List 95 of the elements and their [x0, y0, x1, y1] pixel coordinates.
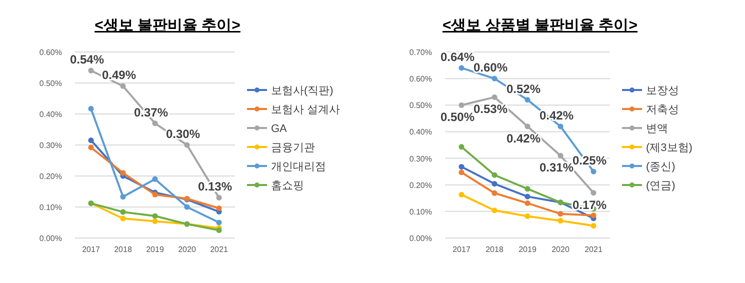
- point: [152, 218, 158, 224]
- legend-label: 보장성: [646, 85, 679, 97]
- point: [152, 120, 158, 126]
- point: [458, 102, 464, 108]
- y-tick-label: 0.60%: [409, 74, 432, 84]
- point: [558, 218, 564, 224]
- point: [492, 94, 498, 100]
- point: [590, 190, 596, 196]
- legend-label: (제3보험): [646, 142, 692, 154]
- point: [152, 176, 158, 182]
- data-label: 0.37%: [134, 105, 168, 120]
- point: [590, 168, 596, 174]
- point: [184, 142, 190, 148]
- data-label: 0.30%: [166, 127, 200, 141]
- point: [492, 76, 498, 82]
- point: [492, 172, 498, 178]
- legend-label: 홈쇼핑: [271, 180, 304, 192]
- point: [524, 97, 530, 103]
- point: [120, 209, 126, 215]
- point: [558, 152, 564, 158]
- point: [88, 106, 94, 112]
- legend-label: (연금): [646, 180, 676, 192]
- y-tick-label: 0.40%: [39, 110, 62, 119]
- data-label: 0.60%: [473, 60, 508, 75]
- point: [524, 186, 530, 192]
- data-label: 0.49%: [102, 68, 136, 82]
- chart-title: <생보 상품별 불판비율 추이>: [442, 17, 638, 34]
- point: [590, 222, 596, 229]
- x-tick-label: 2017: [82, 245, 100, 254]
- x-tick-label: 2018: [486, 245, 504, 254]
- y-tick-label: 0.40%: [409, 128, 432, 137]
- legend-label: 저축성: [646, 104, 679, 116]
- point: [120, 194, 126, 200]
- y-tick-label: 0.10%: [39, 203, 62, 212]
- x-tick-label: 2021: [210, 245, 228, 254]
- point: [558, 211, 564, 217]
- point: [458, 164, 464, 170]
- point: [590, 212, 596, 218]
- point: [120, 83, 126, 89]
- data-label: 0.50%: [440, 110, 475, 124]
- chart-title: <생보 불판비율 추이>: [94, 17, 241, 34]
- y-tick-label: 0.00%: [39, 234, 62, 243]
- x-tick-label: 2018: [114, 245, 132, 254]
- y-tick-label: 0.50%: [39, 79, 62, 88]
- point: [492, 190, 498, 196]
- point: [216, 194, 222, 200]
- point: [458, 170, 464, 176]
- legend-label: 개인대리점: [271, 161, 326, 173]
- point: [88, 144, 94, 150]
- y-tick-label: 0.20%: [409, 180, 432, 190]
- point: [120, 170, 126, 176]
- point: [492, 208, 498, 214]
- legend-label: 변액: [646, 123, 668, 135]
- legend-label: (종신): [646, 161, 676, 173]
- legend-label: 보험사 설계사: [271, 104, 340, 116]
- y-tick-label: 0.00%: [409, 234, 432, 243]
- point: [492, 180, 498, 187]
- legend-label: GA: [271, 123, 288, 135]
- data-label: 0.53%: [473, 102, 508, 116]
- point: [184, 204, 190, 210]
- y-tick-label: 0.30%: [409, 154, 432, 164]
- y-tick-label: 0.50%: [409, 101, 432, 110]
- data-label: 0.13%: [198, 180, 232, 194]
- x-tick-label: 2020: [552, 245, 570, 254]
- point: [558, 124, 564, 130]
- x-tick-label: 2021: [584, 245, 603, 254]
- data-label: 0.31%: [539, 160, 574, 175]
- point: [216, 220, 222, 226]
- x-tick-label: 2019: [146, 245, 164, 254]
- x-tick-label: 2019: [518, 245, 537, 254]
- point: [88, 138, 94, 144]
- x-tick-label: 2017: [452, 245, 471, 254]
- point: [524, 213, 530, 220]
- data-label: 0.42%: [506, 131, 541, 146]
- x-tick-label: 2020: [178, 245, 196, 254]
- y-tick-label: 0.30%: [39, 141, 62, 150]
- y-tick-label: 0.60%: [39, 48, 62, 57]
- point: [524, 200, 530, 206]
- legend-label: 보험사(직판): [271, 85, 334, 97]
- point: [216, 205, 222, 212]
- point: [88, 68, 94, 74]
- point: [216, 227, 222, 234]
- y-tick-label: 0.10%: [409, 207, 432, 216]
- point: [120, 216, 126, 222]
- data-label: 0.54%: [70, 52, 104, 67]
- legend-label: 금융기관: [271, 142, 315, 154]
- point: [458, 65, 464, 71]
- y-tick-label: 0.20%: [39, 172, 62, 181]
- point: [152, 213, 158, 219]
- data-label: 0.64%: [440, 50, 475, 64]
- point: [458, 192, 464, 198]
- point: [524, 124, 530, 130]
- point: [458, 144, 464, 150]
- point: [524, 194, 530, 200]
- y-tick-label: 0.70%: [409, 48, 432, 57]
